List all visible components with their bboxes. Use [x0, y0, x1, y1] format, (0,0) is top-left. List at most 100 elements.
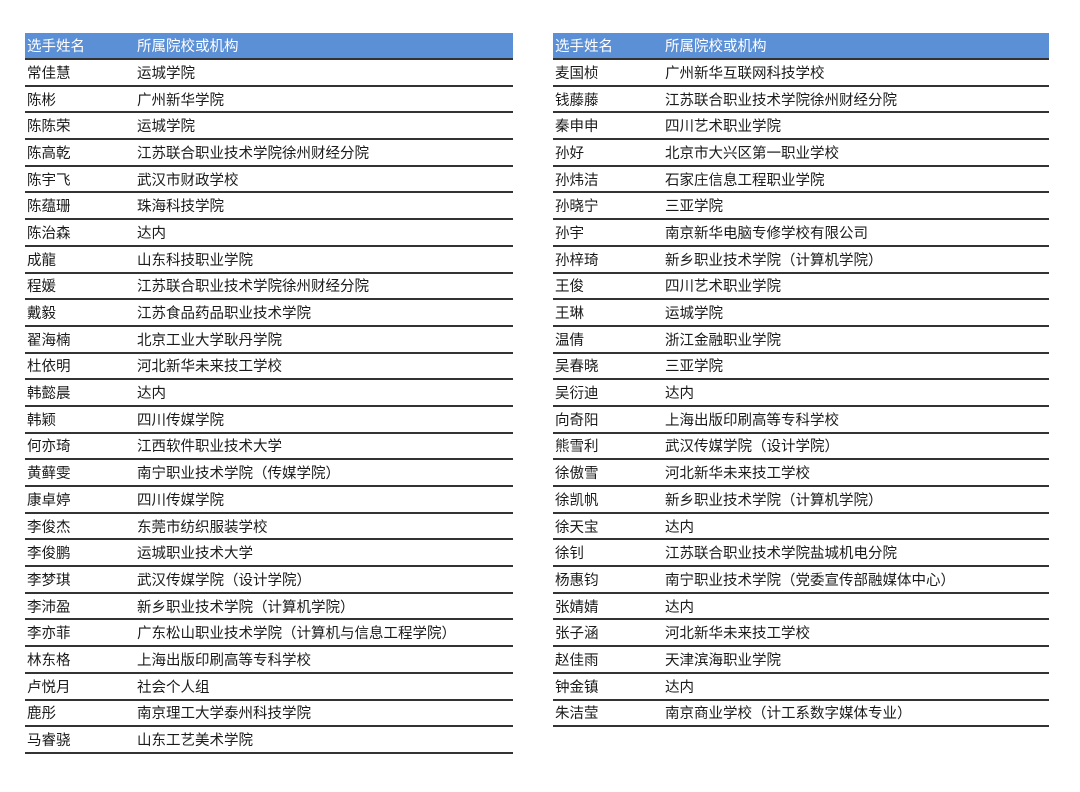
- participant-name: 吴衍迪: [555, 386, 599, 403]
- participant-name: 卢悦月: [27, 679, 71, 696]
- table-row: 何亦琦 江西软件职业技术大学: [25, 434, 513, 461]
- participant-org: 武汉传媒学院（设计学院）: [665, 439, 839, 456]
- participant-name: 钟金镇: [555, 679, 599, 696]
- table-row: 陈陈荣 运城学院: [25, 113, 513, 141]
- participant-org: 四川艺术职业学院: [665, 119, 781, 136]
- participant-name: 陈治森: [27, 225, 71, 242]
- participant-org: 山东工艺美术学院: [137, 733, 253, 750]
- participant-name: 麦国桢: [555, 65, 599, 82]
- participant-org: 运城职业技术大学: [137, 546, 253, 563]
- table-row: 李俊杰 东莞市纺织服装学校: [25, 514, 513, 541]
- participant-name: 杜依明: [27, 359, 71, 376]
- table-row: 陈高乾 江苏联合职业技术学院徐州财经分院: [25, 140, 513, 167]
- participant-org: 江苏联合职业技术学院徐州财经分院: [137, 279, 369, 296]
- participant-name: 李俊杰: [27, 519, 71, 536]
- participant-name: 康卓婷: [27, 492, 71, 509]
- participant-org: 南京理工大学泰州科技学院: [137, 706, 311, 723]
- table-row: 王琳 运城学院: [553, 300, 1049, 327]
- table-row: 陈蕴珊 珠海科技学院: [25, 193, 513, 221]
- table-header: 选手姓名 所属院校或机构: [553, 33, 1049, 60]
- participant-name: 何亦琦: [27, 439, 71, 456]
- participant-name: 秦申申: [555, 119, 599, 136]
- participant-org: 南宁职业技术学院（党委宣传部融媒体中心）: [665, 572, 955, 589]
- participant-org: 南京商业学校（计工系数字媒体专业）: [665, 706, 912, 723]
- participant-name: 孙梓琦: [555, 252, 599, 269]
- table-row: 徐钊 江苏联合职业技术学院盐城机电分院: [553, 540, 1049, 568]
- participant-org: 山东科技职业学院: [137, 252, 253, 269]
- participant-org: 河北新华未来技工学校: [137, 359, 282, 376]
- participant-org: 珠海科技学院: [137, 199, 224, 216]
- participant-name: 陈宇飞: [27, 172, 71, 189]
- table-row: 翟海楠 北京工业大学耿丹学院: [25, 327, 513, 354]
- participant-org: 石家庄信息工程职业学院: [665, 172, 825, 189]
- table-row: 熊雪利 武汉传媒学院（设计学院）: [553, 434, 1049, 461]
- participant-name: 马睿骁: [27, 733, 71, 750]
- table-row: 韩懿晨 达内: [25, 380, 513, 407]
- participant-name: 陈彬: [27, 92, 56, 109]
- table-row: 吴春晓 三亚学院: [553, 354, 1049, 381]
- participant-name: 李亦菲: [27, 626, 71, 643]
- table-header: 选手姓名 所属院校或机构: [25, 33, 513, 60]
- participant-name: 熊雪利: [555, 439, 599, 456]
- table-row: 孙梓琦 新乡职业技术学院（计算机学院）: [553, 247, 1049, 274]
- participant-name: 王琳: [555, 306, 584, 323]
- participant-org: 南宁职业技术学院（传媒学院）: [137, 466, 340, 483]
- participant-org: 武汉市财政学校: [137, 172, 239, 189]
- table-row: 李亦菲 广东松山职业技术学院（计算机与信息工程学院）: [25, 620, 513, 648]
- table-row: 黄藓雯 南宁职业技术学院（传媒学院）: [25, 460, 513, 487]
- table-row: 林东格 上海出版印刷高等专科学校: [25, 647, 513, 674]
- participant-org: 四川传媒学院: [137, 492, 224, 509]
- participant-org: 南京新华电脑专修学校有限公司: [665, 225, 868, 242]
- participant-org: 广州新华学院: [137, 92, 224, 109]
- participant-org: 四川艺术职业学院: [665, 279, 781, 296]
- participant-org: 江西软件职业技术大学: [137, 439, 282, 456]
- table-row: 秦申申 四川艺术职业学院: [553, 113, 1049, 141]
- table-row: 孙宇 南京新华电脑专修学校有限公司: [553, 220, 1049, 247]
- participant-name: 李俊鹏: [27, 546, 71, 563]
- participant-name: 成龍: [27, 252, 56, 269]
- participant-name: 陈陈荣: [27, 119, 71, 136]
- participant-org: 运城学院: [665, 306, 723, 323]
- participants-table-right: 选手姓名 所属院校或机构 麦国桢 广州新华互联网科技学校 钱藤藤 江苏联合职业技术学院…: [553, 33, 1049, 728]
- participant-name: 鹿彤: [27, 706, 56, 723]
- table-row: 常佳慧 运城学院: [25, 60, 513, 87]
- table-row: 温倩 浙江金融职业学院: [553, 327, 1049, 354]
- participant-org: 三亚学院: [665, 359, 723, 376]
- table-row: 朱洁莹 南京商业学校（计工系数字媒体专业）: [553, 701, 1049, 728]
- participant-org: 达内: [665, 386, 694, 403]
- participant-org: 河北新华未来技工学校: [665, 466, 810, 483]
- header-org: 所属院校或机构: [665, 39, 767, 55]
- table-row: 李梦琪 武汉传媒学院（设计学院）: [25, 567, 513, 594]
- participant-name: 李梦琪: [27, 572, 71, 589]
- table-row: 李俊鹏 运城职业技术大学: [25, 540, 513, 568]
- participant-name: 韩颖: [27, 412, 56, 429]
- table-row: 康卓婷 四川传媒学院: [25, 487, 513, 514]
- table-row: 钟金镇 达内: [553, 674, 1049, 701]
- participant-org: 社会个人组: [137, 679, 210, 696]
- table-row: 徐傲雪 河北新华未来技工学校: [553, 460, 1049, 487]
- participant-org: 达内: [665, 519, 694, 536]
- header-name: 选手姓名: [27, 39, 85, 55]
- table-row: 韩颖 四川传媒学院: [25, 407, 513, 434]
- table-row: 吴衍迪 达内: [553, 380, 1049, 407]
- participant-org: 江苏食品药品职业技术学院: [137, 306, 311, 323]
- participant-name: 程媛: [27, 279, 56, 296]
- table-row: 杜依明 河北新华未来技工学校: [25, 354, 513, 381]
- table-row: 杨惠钧 南宁职业技术学院（党委宣传部融媒体中心）: [553, 567, 1049, 594]
- table-row: 程媛 江苏联合职业技术学院徐州财经分院: [25, 274, 513, 301]
- table-row: 陈彬 广州新华学院: [25, 87, 513, 114]
- participant-org: 达内: [665, 599, 694, 616]
- table-row: 孙炜洁 石家庄信息工程职业学院: [553, 167, 1049, 194]
- table-row: 张子涵 河北新华未来技工学校: [553, 620, 1049, 648]
- participant-name: 陈蕴珊: [27, 199, 71, 216]
- participant-name: 孙好: [555, 145, 584, 162]
- participant-name: 王俊: [555, 279, 584, 296]
- participant-org: 江苏联合职业技术学院徐州财经分院: [665, 92, 897, 109]
- table-row: 赵佳雨 天津滨海职业学院: [553, 647, 1049, 674]
- participant-name: 陈高乾: [27, 145, 71, 162]
- table-row: 孙好 北京市大兴区第一职业学校: [553, 140, 1049, 167]
- participant-name: 黄藓雯: [27, 466, 71, 483]
- participant-org: 上海出版印刷高等专科学校: [137, 652, 311, 669]
- header-name: 选手姓名: [555, 39, 613, 55]
- participant-org: 新乡职业技术学院（计算机学院）: [137, 599, 355, 616]
